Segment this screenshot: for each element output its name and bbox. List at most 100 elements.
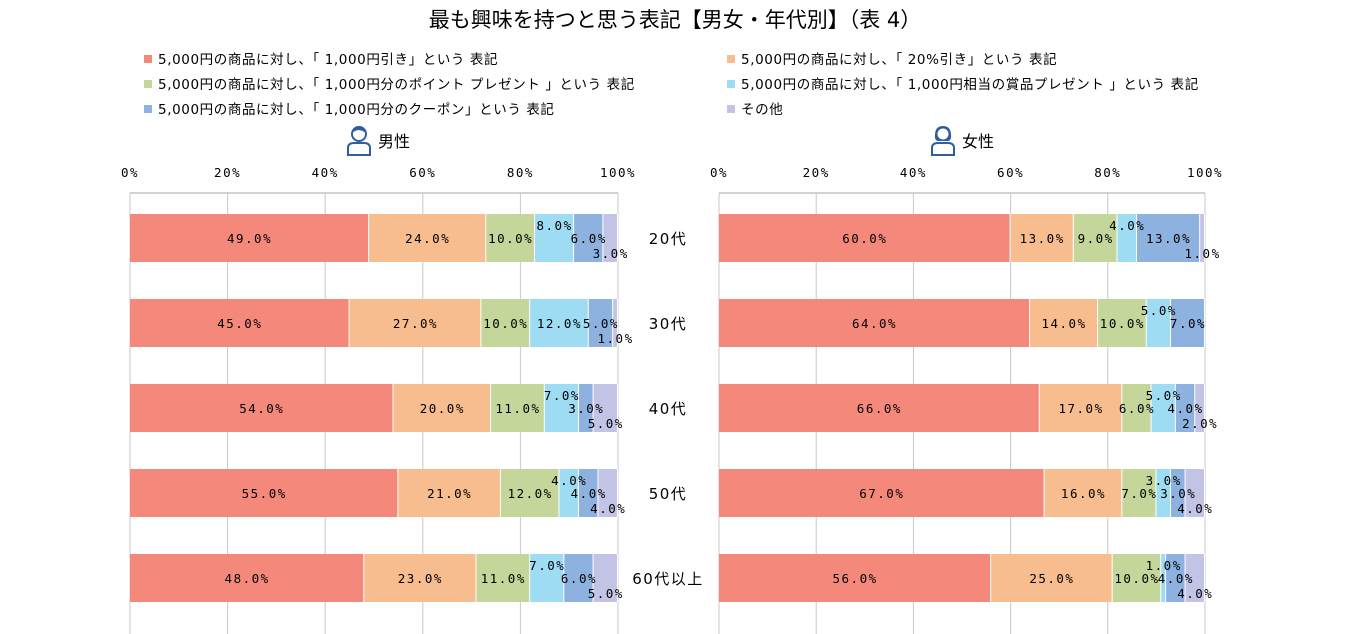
bar-segment: [481, 299, 530, 347]
legend-label: 5,000円の商品に対し、「 1,000円引き」という 表記: [158, 52, 499, 68]
data-label: 3.0%: [568, 401, 604, 416]
legend-item-prize-present: 5,000円の商品に対し、「 1,000円相当の賞品プレゼント 」という 表記: [727, 73, 1199, 93]
bar-segment: [1170, 299, 1204, 347]
category-label: 50代: [649, 485, 688, 503]
bar-segment: [588, 299, 613, 347]
bar-segment: [719, 469, 1044, 517]
panel-label-text: 男性: [378, 132, 411, 151]
male-person-icon: [347, 126, 371, 156]
bar-segment: [1122, 469, 1156, 517]
data-label: 12.0%: [537, 316, 582, 331]
bar-segment: [1098, 299, 1146, 347]
data-label: 5.0%: [1146, 388, 1182, 403]
data-label: 24.0%: [405, 231, 450, 246]
bar-segment: [1170, 469, 1185, 517]
data-label: 5.0%: [588, 586, 624, 601]
data-label: 12.0%: [508, 486, 553, 501]
panel-label-text: 女性: [962, 132, 995, 151]
bar-segment: [1156, 469, 1170, 517]
data-label: 17.0%: [1058, 401, 1103, 416]
data-label: 3.0%: [593, 246, 629, 261]
bar-segment: [544, 384, 578, 432]
data-label: 4.0%: [1109, 218, 1145, 233]
chart-title: 最も興味を持つと思う表記【男女・年代別】（表 4）: [428, 8, 922, 32]
data-label: 5.0%: [583, 316, 619, 331]
data-label: 4.0%: [571, 486, 607, 501]
data-label: 64.0%: [852, 316, 897, 331]
data-label: 6.0%: [571, 231, 607, 246]
data-label: 5.0%: [1141, 303, 1177, 318]
data-label: 10.0%: [483, 316, 528, 331]
data-label: 45.0%: [217, 316, 262, 331]
bar-segment: [603, 214, 617, 262]
bar-segment: [593, 384, 617, 432]
data-label: 10.0%: [488, 231, 533, 246]
x-tick-label: 20%: [214, 165, 241, 180]
bar-segment: [1185, 554, 1204, 602]
bar-segment: [491, 384, 544, 432]
panel-label-female: 女性: [930, 124, 994, 156]
data-label: 48.0%: [225, 571, 270, 586]
data-label: 3.0%: [1160, 486, 1196, 501]
bar-segment: [530, 554, 564, 602]
bar-segment: [130, 384, 393, 432]
x-tick-label: 0%: [710, 165, 728, 180]
bar-segment: [486, 214, 535, 262]
bar-segment: [349, 299, 481, 347]
bar-segment: [578, 384, 593, 432]
category-label: 30代: [649, 315, 688, 333]
data-label: 4.0%: [551, 473, 587, 488]
data-label: 13.0%: [1020, 231, 1065, 246]
bar-segment: [476, 554, 530, 602]
bar-segment: [559, 469, 578, 517]
bar-segment: [1185, 469, 1204, 517]
female-person-icon: [931, 126, 955, 156]
bar-segment: [1030, 299, 1098, 347]
x-tick-label: 40%: [312, 165, 339, 180]
bar-segment: [1117, 214, 1136, 262]
bar-segment: [598, 469, 617, 517]
bar-segment: [1151, 384, 1175, 432]
legend-label: その他: [741, 102, 784, 118]
data-label: 67.0%: [859, 486, 904, 501]
data-label: 8.0%: [537, 218, 573, 233]
category-label: 60代以上: [632, 570, 704, 588]
data-label: 21.0%: [427, 486, 472, 501]
bar-segment: [530, 299, 588, 347]
data-label: 55.0%: [242, 486, 287, 501]
legend-swatch: [144, 55, 152, 63]
bar-segment: [398, 469, 500, 517]
legend-label: 5,000円の商品に対し、「 20%引き」という 表記: [741, 52, 1058, 68]
legend-swatch: [144, 105, 152, 113]
legend-swatch: [144, 80, 152, 88]
bar-segment: [1112, 554, 1161, 602]
data-label: 10.0%: [1100, 316, 1145, 331]
data-label: 14.0%: [1041, 316, 1086, 331]
bar-segment: [1136, 214, 1200, 262]
legend-swatch: [727, 80, 735, 88]
data-label: 9.0%: [1078, 231, 1114, 246]
bar-segment: [991, 554, 1112, 602]
category-label: 40代: [649, 400, 688, 418]
data-label: 23.0%: [398, 571, 443, 586]
data-label: 20.0%: [420, 401, 465, 416]
legend-swatch: [727, 55, 735, 63]
bar-segment: [574, 214, 603, 262]
bar-segment: [578, 469, 598, 517]
data-label: 11.0%: [481, 571, 526, 586]
data-label: 1.0%: [598, 331, 634, 346]
legend-label: 5,000円の商品に対し、「 1,000円分のポイント プレゼント 」という 表…: [158, 77, 635, 93]
bar-segment: [593, 554, 617, 602]
bar-segment: [1039, 384, 1122, 432]
legend-item-20pct-discount: 5,000円の商品に対し、「 20%引き」という 表記: [727, 48, 1057, 68]
bar-segment: [1073, 214, 1117, 262]
data-label: 4.0%: [590, 501, 626, 516]
bar-segment: [364, 554, 476, 602]
data-label: 4.0%: [1177, 501, 1213, 516]
data-label: 25.0%: [1029, 571, 1074, 586]
x-tick-label: 60%: [409, 165, 436, 180]
legend-item-coupon: 5,000円の商品に対し、「 1,000円分のクーポン」という 表記: [144, 98, 555, 118]
data-label: 2.0%: [1182, 416, 1218, 431]
bar-segment: [1195, 384, 1204, 432]
bar-segment: [613, 299, 617, 347]
